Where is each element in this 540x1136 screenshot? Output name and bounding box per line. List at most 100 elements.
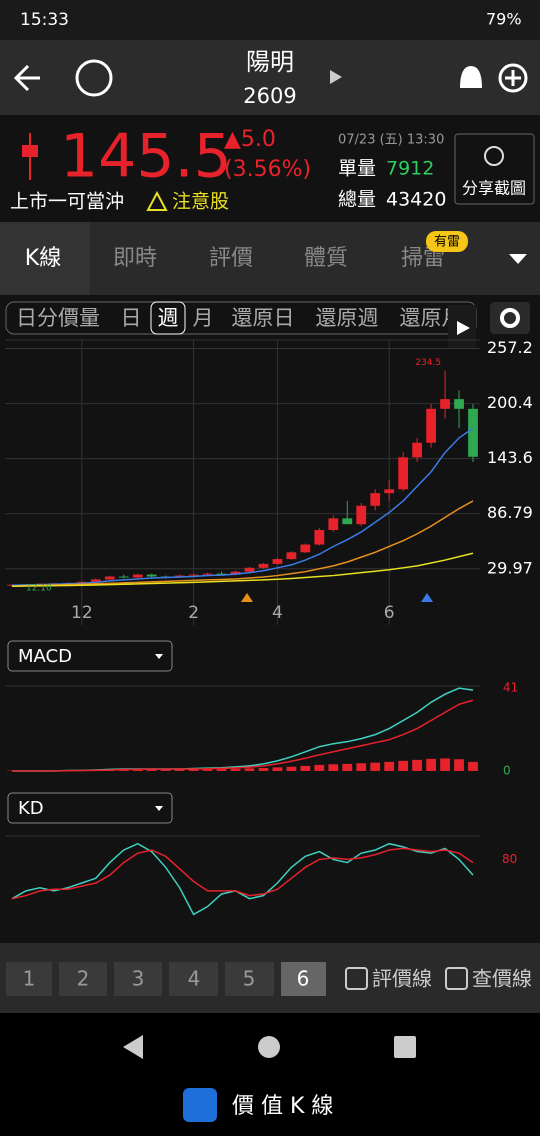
candle-body (118, 576, 129, 578)
candle-body (398, 457, 409, 490)
histogram-bar (454, 759, 464, 771)
stock-code: 2609 (243, 84, 296, 108)
tab[interactable]: 評價 (209, 246, 253, 271)
volume-label: 單量 (338, 158, 376, 180)
indicator-line (11, 842, 474, 916)
mini-candle-body (22, 145, 38, 157)
add-button[interactable] (498, 63, 528, 93)
histogram-bar (160, 769, 171, 771)
back-button[interactable] (13, 64, 40, 92)
candle-body (468, 408, 478, 457)
status-bar (0, 0, 540, 40)
histogram-bar (272, 767, 283, 771)
alert-button[interactable] (460, 66, 482, 88)
warning: 注意股 (172, 191, 229, 213)
histogram-bar (188, 769, 199, 771)
candle-body (384, 489, 395, 494)
extreme-label: 234.5 (415, 358, 441, 368)
histogram-bar (132, 769, 143, 771)
warning-icon (146, 190, 168, 211)
layout-button[interactable]: 6 (297, 967, 310, 991)
tab[interactable]: K線 (25, 246, 61, 271)
layout-button[interactable]: 3 (132, 967, 145, 991)
checkbox-label: 評價線 (372, 967, 432, 991)
header (0, 40, 540, 115)
candle-body (454, 399, 464, 409)
button-bg (225, 962, 274, 996)
y-tick-label: 0 (503, 763, 511, 777)
settings-icon (500, 308, 520, 328)
market: 上市一可當沖 (10, 191, 124, 213)
x-tick-label: 12 (71, 603, 93, 623)
candle-body (7, 584, 17, 586)
price: 145.5 (60, 122, 232, 192)
period-selected (150, 301, 186, 335)
candle-body (272, 559, 283, 564)
change-percent: (3.56%) (224, 157, 311, 182)
period[interactable]: 還原週 (316, 306, 379, 330)
candle-body (132, 574, 143, 578)
period[interactable]: 月 (193, 306, 214, 330)
y-tick-label: 80 (502, 852, 517, 866)
y-tick-label: 86.79 (487, 503, 533, 522)
total-label: 總量 (338, 189, 376, 211)
y-tick-label: 29.97 (487, 558, 533, 577)
select-arrow (155, 806, 163, 811)
period[interactable]: 日分價量 (16, 306, 100, 330)
layout-button[interactable]: 5 (243, 967, 256, 991)
candle-body (76, 581, 87, 583)
share-icon (484, 146, 504, 166)
nav-bar (0, 1013, 540, 1136)
checkbox[interactable] (345, 967, 368, 990)
active-tab (0, 222, 90, 295)
tab[interactable]: 體質 (304, 246, 348, 271)
candle-body (314, 530, 325, 545)
histogram-bar (258, 767, 269, 771)
brand: 價 值 K 線 (232, 1094, 333, 1119)
layout-button[interactable]: 1 (23, 967, 36, 991)
candle-body (244, 567, 255, 572)
nav-home[interactable] (258, 1036, 280, 1058)
histogram-bar (286, 766, 297, 771)
histogram-bar (300, 765, 311, 771)
period[interactable]: 週 (158, 306, 179, 330)
candle-body (90, 579, 101, 582)
battery: 79% (486, 10, 522, 29)
x-tick-label: 6 (384, 603, 395, 623)
y-tick-label: 41 (503, 681, 518, 695)
signal-marker (241, 593, 253, 602)
period[interactable]: 日 (121, 306, 142, 330)
layout-button[interactable]: 2 (77, 967, 90, 991)
checkbox[interactable] (445, 967, 468, 990)
nav-recent[interactable] (394, 1036, 416, 1058)
x-tick-label: 2 (188, 603, 199, 623)
tab-more[interactable] (509, 254, 527, 264)
histogram-bar (412, 759, 423, 771)
kd-select[interactable] (7, 792, 173, 824)
histogram-bar (328, 764, 339, 771)
candle-body (426, 408, 436, 443)
share-button[interactable] (454, 133, 535, 205)
moving-average (11, 552, 474, 587)
tab-badge-bg (426, 231, 468, 252)
next-button[interactable] (330, 70, 342, 84)
histogram-bar (314, 764, 325, 771)
indicator-line (11, 699, 474, 772)
candle-body (370, 493, 381, 506)
layout-button[interactable]: 4 (188, 967, 201, 991)
tab[interactable]: 即時 (113, 246, 157, 271)
macd-select[interactable] (7, 640, 173, 672)
histogram-bar (342, 763, 353, 771)
candle-body (104, 576, 115, 580)
trend-button[interactable] (75, 59, 113, 97)
settings-button[interactable] (490, 302, 530, 334)
histogram-bar (468, 761, 478, 771)
scroll-icon (457, 321, 470, 335)
nav-back[interactable] (123, 1035, 143, 1059)
moving-average (11, 427, 474, 587)
period[interactable]: 還原日 (232, 306, 295, 330)
change: ▲5.0 (224, 127, 276, 152)
candle-body (328, 518, 339, 530)
total: 43420 (386, 189, 446, 211)
